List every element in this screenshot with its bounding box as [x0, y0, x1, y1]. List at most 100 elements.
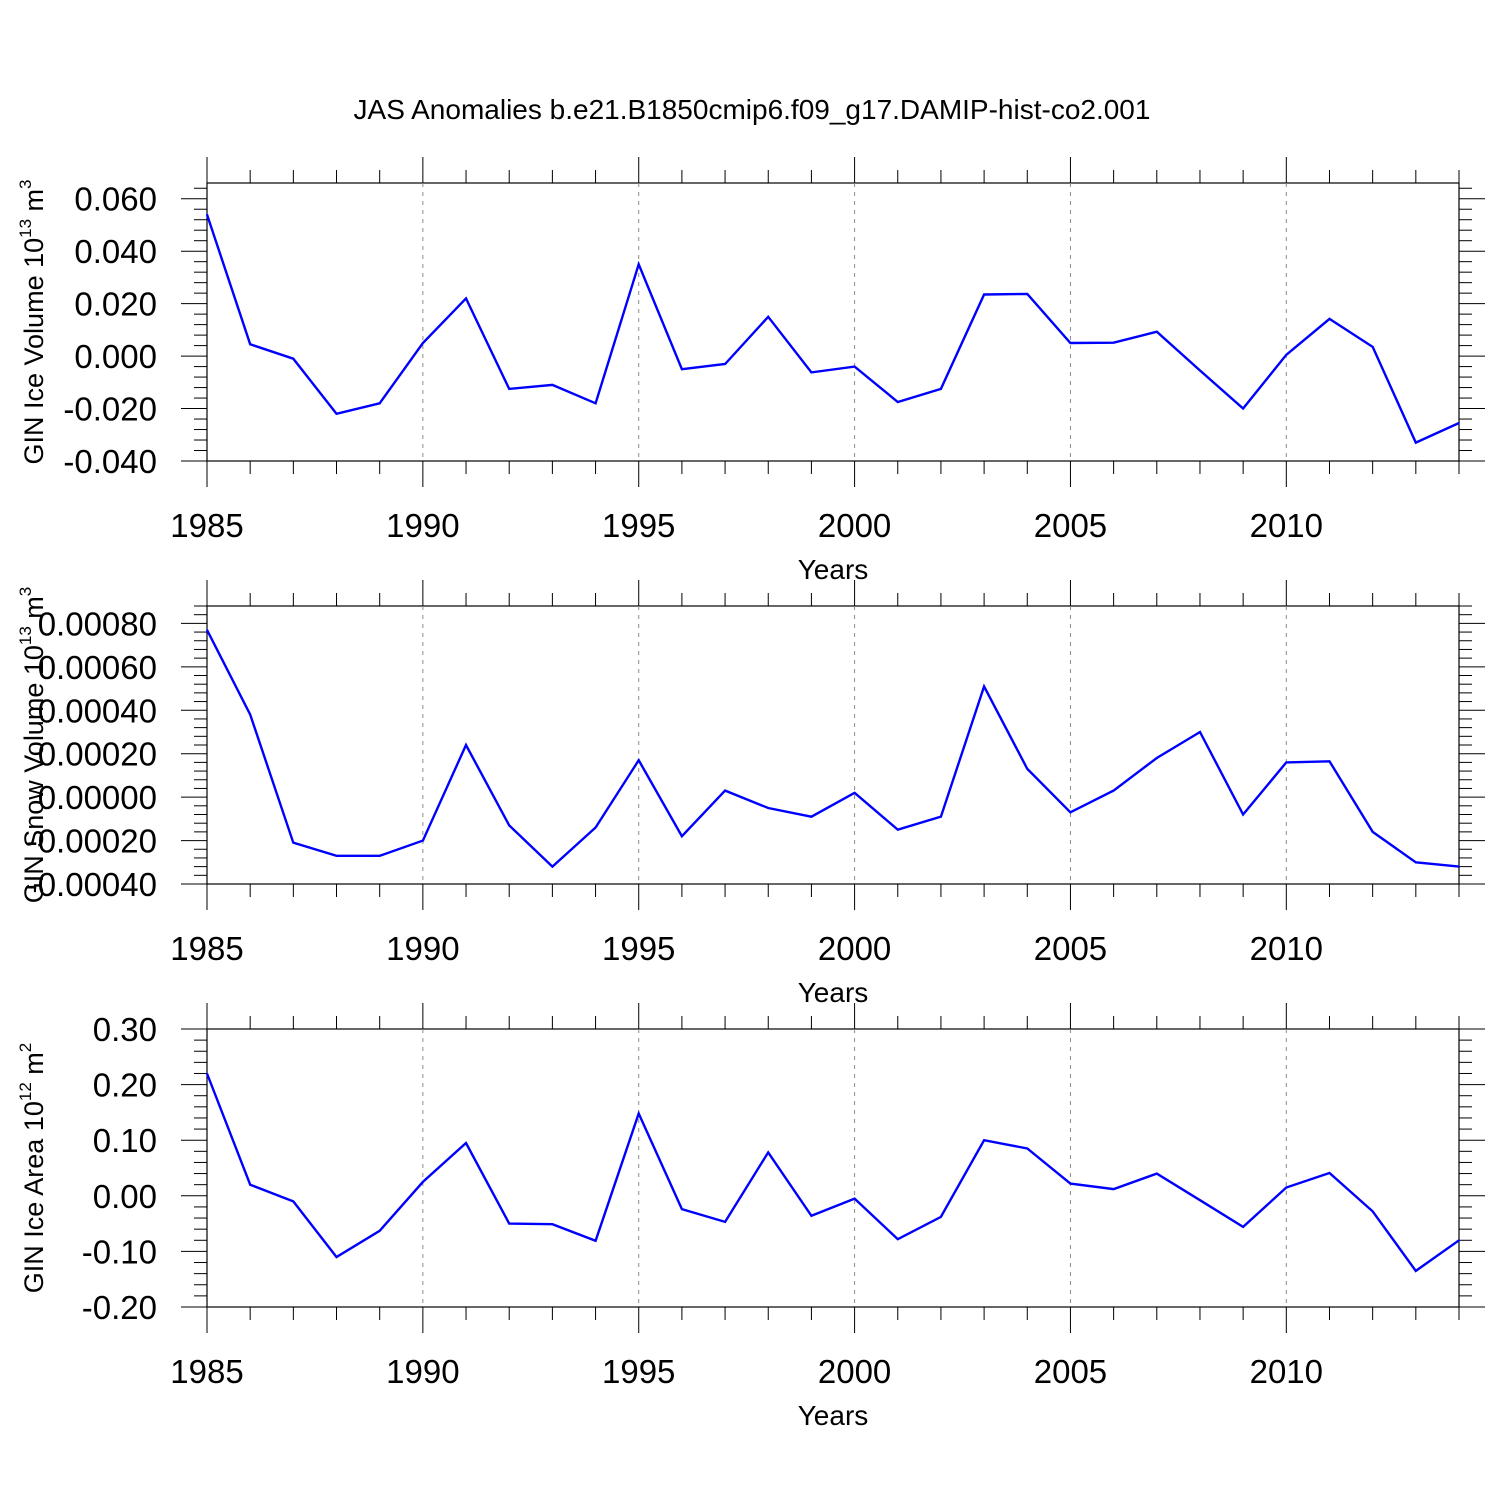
data-point [335, 1256, 338, 1258]
data-point [1069, 342, 1072, 344]
data-point [853, 365, 856, 368]
x-tick-label: 1990 [386, 1353, 459, 1390]
data-point [594, 402, 597, 405]
y-tick-label: 0.060 [74, 181, 157, 218]
y-tick-label: -0.20 [82, 1289, 157, 1326]
x-axis-label: Years [798, 977, 869, 1008]
data-point [1371, 346, 1374, 348]
y-axis-label: GIN Ice Area 1012 m2 [16, 1043, 49, 1294]
x-tick-label: 2000 [818, 507, 891, 544]
data-point [681, 1208, 683, 1210]
data-point [1155, 330, 1158, 333]
data-point [1285, 761, 1288, 764]
data-point [940, 388, 942, 390]
data-point [1415, 861, 1417, 864]
data-point [1242, 1226, 1244, 1228]
data-point [637, 1112, 640, 1115]
data-point [1328, 318, 1331, 320]
data-point [1112, 789, 1115, 792]
data-point [1112, 1188, 1115, 1190]
data-point [1026, 768, 1029, 770]
data-point [551, 1223, 554, 1225]
data-point [378, 402, 381, 405]
data-point [1415, 441, 1417, 444]
data-point [1242, 813, 1244, 816]
y-tick-label: 0.10 [93, 1122, 157, 1159]
data-point [767, 315, 770, 318]
y-tick-label: 0.00 [93, 1178, 157, 1215]
data-point [292, 841, 295, 844]
data-point [378, 854, 381, 857]
data-point [853, 791, 856, 794]
panels: 1985 1990 1995 2000 2005 2010 -0.040 -0.020 0.00… [16, 157, 1485, 1431]
data-point [465, 1142, 467, 1144]
y-tick-label: 0.040 [74, 233, 157, 270]
y-tick-label: -0.040 [63, 443, 157, 480]
y-tick-label: -0.00020 [27, 823, 157, 860]
data-point [810, 371, 813, 374]
y-tick-label: -0.020 [63, 391, 157, 428]
data-point [810, 1215, 813, 1217]
y-tick-label: 0.020 [74, 286, 157, 323]
y-tick-label: 0.30 [93, 1011, 157, 1048]
data-point [465, 744, 467, 746]
data-point [1285, 1186, 1288, 1189]
data-point [983, 1139, 985, 1141]
x-tick-label: 1985 [170, 507, 243, 544]
y-axis-label: GIN Ice Volume 1013 m3 [16, 179, 49, 464]
y-tick-label: -0.00040 [27, 866, 157, 903]
data-point [1155, 757, 1158, 759]
y-tick-label: 0.00080 [38, 605, 157, 642]
x-tick-label: 1995 [602, 507, 675, 544]
data-point [1285, 353, 1288, 356]
x-tick-label: 2005 [1034, 507, 1107, 544]
data-point [422, 342, 424, 344]
y-axis-label-unit: m [19, 1052, 49, 1082]
data-point [1415, 1270, 1417, 1272]
data-point [422, 839, 424, 842]
x-tick-label: 2005 [1034, 1353, 1107, 1390]
data-point [724, 1221, 726, 1223]
data-point [508, 388, 511, 390]
data-point [767, 1151, 770, 1154]
data-point [1328, 760, 1331, 763]
data-point [896, 828, 899, 831]
y-axis-label: GIN Snow Volume 1013 m3 [16, 587, 49, 904]
y-axis-label-text: GIN Ice Area 10 [19, 1101, 49, 1293]
x-tick-label: 1985 [170, 1353, 243, 1390]
x-axis-label: Years [798, 554, 869, 585]
data-point [594, 826, 597, 829]
figure-title: JAS Anomalies b.e21.B1850cmip6.f09_g17.D… [354, 94, 1151, 125]
y-tick-label: 0.20 [93, 1067, 157, 1104]
data-point [1155, 1172, 1158, 1175]
data-point [1458, 1239, 1460, 1242]
y-tick-label: 0.00000 [38, 779, 157, 816]
data-point [1112, 341, 1115, 344]
y-axis-label-text: GIN Snow Volume 10 [19, 645, 49, 903]
data-point [292, 357, 295, 360]
data-point [206, 213, 208, 216]
y-axis-label-unit: m [19, 189, 49, 219]
x-tick-label: 2000 [818, 1353, 891, 1390]
data-point [206, 629, 208, 631]
y-tick-label: -0.10 [82, 1233, 157, 1270]
data-point [1328, 1172, 1331, 1174]
chart-panel-ice-volume: 1985 1990 1995 2000 2005 2010 -0.040 -0.020 0.00… [16, 157, 1485, 585]
data-point [940, 1216, 942, 1218]
series-line [205, 214, 1460, 445]
data-point [810, 815, 813, 818]
data-point [551, 384, 554, 386]
data-point [724, 789, 726, 792]
data-point [1026, 1147, 1029, 1150]
data-point [335, 412, 338, 415]
data-point [1199, 369, 1201, 372]
x-tick-label: 2010 [1250, 507, 1323, 544]
data-point [422, 1181, 424, 1183]
data-point [681, 835, 683, 838]
data-point [853, 1197, 856, 1200]
x-tick-label: 1995 [602, 930, 675, 967]
y-axis-label-unit-exponent: 3 [16, 179, 35, 188]
data-point [767, 807, 770, 809]
data-point [637, 263, 640, 266]
plot-frame [206, 1028, 1460, 1308]
